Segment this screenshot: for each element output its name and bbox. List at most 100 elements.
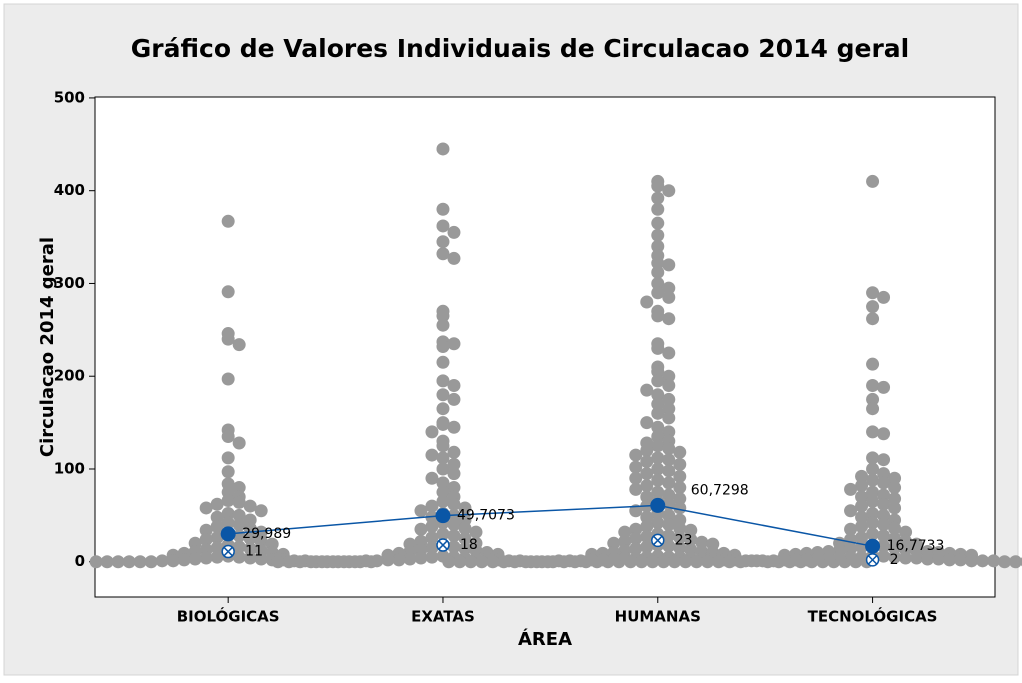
data-point: [866, 312, 880, 326]
data-point: [254, 525, 268, 539]
data-point: [414, 522, 428, 536]
data-point: [866, 300, 880, 314]
data-point: [469, 525, 483, 539]
data-point: [458, 542, 472, 556]
data-point: [987, 554, 1001, 568]
data-point: [651, 485, 665, 499]
data-point: [888, 481, 902, 495]
median-label: 2: [890, 552, 899, 568]
data-point: [855, 469, 869, 483]
data-point: [392, 553, 406, 567]
data-point: [640, 479, 654, 493]
data-point: [221, 451, 235, 465]
data-point: [651, 388, 665, 402]
data-point: [767, 554, 781, 568]
data-point: [629, 542, 643, 556]
y-tick-label: 0: [75, 552, 85, 570]
data-point: [888, 521, 902, 535]
data-point: [651, 341, 665, 355]
data-point: [447, 518, 461, 532]
data-point: [651, 439, 665, 453]
data-point: [899, 551, 913, 565]
data-point: [254, 504, 268, 518]
data-point: [998, 555, 1012, 569]
data-point: [673, 481, 687, 495]
data-point: [662, 312, 676, 326]
data-point: [221, 372, 235, 386]
data-point: [866, 527, 880, 541]
data-point: [199, 501, 213, 515]
data-point: [243, 532, 257, 546]
data-point: [629, 460, 643, 474]
median-marker: [436, 538, 450, 552]
data-point: [629, 471, 643, 485]
data-point: [458, 532, 472, 546]
data-point: [447, 420, 461, 434]
data-point: [877, 518, 891, 532]
data-point: [877, 467, 891, 481]
data-point: [447, 529, 461, 543]
data-point: [855, 550, 869, 564]
data-point: [651, 216, 665, 230]
y-tick-label: 500: [54, 88, 85, 106]
mean-point: [650, 497, 666, 513]
data-point: [899, 525, 913, 539]
x-tick-label: BIOLÓGICAS: [177, 607, 280, 626]
data-point: [100, 555, 114, 569]
data-point: [447, 481, 461, 495]
mean-label: 29,989: [242, 526, 291, 542]
data-point: [866, 402, 880, 416]
data-point: [370, 554, 384, 568]
data-point: [508, 555, 522, 569]
y-tick-label: 300: [54, 274, 85, 292]
data-point: [651, 191, 665, 205]
data-point: [866, 392, 880, 406]
data-point: [447, 392, 461, 406]
data-point: [243, 542, 257, 556]
data-point: [866, 378, 880, 392]
data-point: [607, 536, 621, 550]
data-point: [657, 555, 671, 569]
data-point: [232, 338, 246, 352]
data-point: [668, 555, 682, 569]
data-point: [640, 295, 654, 309]
data-point: [447, 540, 461, 554]
data-point: [436, 235, 450, 249]
data-point: [866, 516, 880, 530]
x-tick-label: HUMANAS: [615, 608, 701, 626]
data-point: [921, 552, 935, 566]
data-point: [210, 519, 224, 533]
data-point: [188, 552, 202, 566]
data-point: [618, 534, 632, 548]
data-point: [646, 555, 660, 569]
data-point: [888, 550, 902, 564]
data-point: [629, 532, 643, 546]
data-point: [651, 365, 665, 379]
data-point: [866, 425, 880, 439]
median-marker: [651, 533, 665, 548]
data-point: [425, 499, 439, 513]
data-point: [866, 507, 880, 521]
data-point: [640, 540, 654, 554]
data-point: [458, 501, 472, 515]
data-point: [221, 465, 235, 479]
data-point: [877, 497, 891, 511]
data-point: [436, 388, 450, 402]
data-point: [877, 427, 891, 441]
data-point: [877, 549, 891, 563]
data-point: [877, 476, 891, 490]
x-tick-label: EXATAS: [411, 608, 475, 626]
data-point: [381, 553, 395, 567]
data-point: [436, 527, 450, 541]
x-axis-label: ÁREA: [518, 628, 572, 650]
data-point: [243, 551, 257, 565]
data-point: [436, 494, 450, 508]
data-point: [910, 551, 924, 565]
data-point: [155, 554, 169, 568]
data-point: [673, 445, 687, 459]
data-point: [574, 554, 588, 568]
mean-point: [435, 508, 451, 524]
data-point: [199, 523, 213, 537]
data-point: [293, 555, 307, 569]
data-point: [315, 555, 329, 569]
